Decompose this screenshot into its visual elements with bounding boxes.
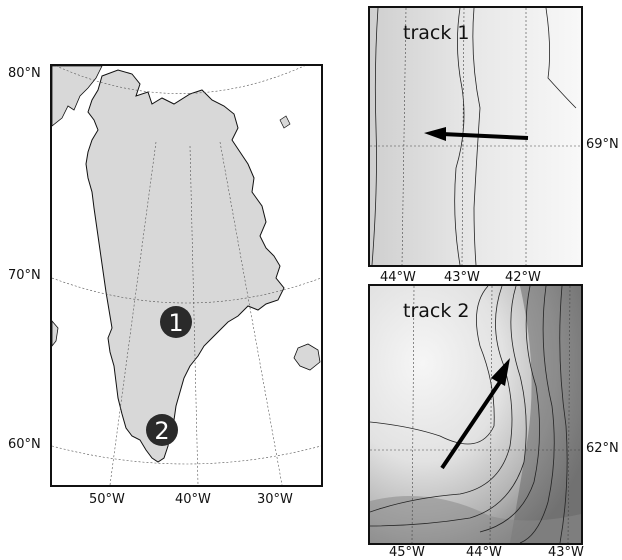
p1-lon-label-43w: 43°W bbox=[444, 270, 480, 285]
p2-lon-label-43w: 43°W bbox=[548, 545, 584, 560]
track-2-arrow-head bbox=[491, 358, 510, 386]
iceland-landmass bbox=[293, 343, 321, 371]
lat-label-70n: 70°N bbox=[8, 268, 41, 283]
meridian-40w bbox=[189, 145, 199, 485]
track-1-panel: track 1 bbox=[368, 6, 583, 267]
p2-lon-label-45w: 45°W bbox=[389, 545, 425, 560]
p1-lon-label-44w: 44°W bbox=[380, 270, 416, 285]
track-1-canvas bbox=[370, 8, 581, 265]
contour-line bbox=[479, 286, 540, 533]
greenland-map-canvas: 1 2 bbox=[52, 66, 321, 485]
site-marker-1: 1 bbox=[160, 306, 192, 338]
greenland-overview-map: 1 2 bbox=[50, 64, 323, 487]
contour-line bbox=[370, 286, 513, 513]
lat-label-80n: 80°N bbox=[8, 66, 41, 81]
p2-lat-label-62n: 62°N bbox=[586, 441, 619, 456]
meridian-50w bbox=[109, 141, 157, 485]
p2-lon-label-44w: 44°W bbox=[466, 545, 502, 560]
track-1-arrow-shaft bbox=[441, 132, 529, 140]
site-marker-2: 2 bbox=[146, 414, 178, 446]
marker-1-label: 1 bbox=[168, 309, 183, 337]
baffin-coast bbox=[52, 320, 59, 347]
parallel-80n bbox=[55, 66, 305, 94]
lon-label-40w: 40°W bbox=[175, 492, 211, 507]
contour-line bbox=[370, 286, 527, 527]
contour-line bbox=[370, 286, 495, 445]
lon-label-30w: 30°W bbox=[257, 492, 293, 507]
p1-lat-label-69n: 69°N bbox=[586, 137, 619, 152]
contour-line bbox=[559, 286, 568, 543]
track-1-title: track 1 bbox=[403, 22, 470, 44]
track-2-arrow-shaft bbox=[440, 380, 502, 470]
p1-lon-label-42w: 42°W bbox=[505, 270, 541, 285]
track-2-panel: track 2 bbox=[368, 284, 583, 545]
marker-2-label: 2 bbox=[154, 417, 169, 445]
contour-line bbox=[371, 8, 379, 265]
contour-line bbox=[519, 286, 555, 543]
contour-line bbox=[472, 8, 481, 265]
lat-label-60n: 60°N bbox=[8, 437, 41, 452]
track-2-canvas bbox=[370, 286, 581, 543]
track-1-arrow-head bbox=[424, 127, 446, 141]
track-2-title: track 2 bbox=[403, 300, 470, 322]
svalbard-fragment bbox=[279, 115, 291, 129]
lon-label-50w: 50°W bbox=[89, 492, 125, 507]
greenland-landmass bbox=[85, 69, 285, 463]
canada-landmass bbox=[52, 66, 103, 127]
parallel-60n bbox=[52, 445, 321, 465]
parallel-70n bbox=[52, 277, 321, 304]
contour-line bbox=[545, 8, 577, 109]
